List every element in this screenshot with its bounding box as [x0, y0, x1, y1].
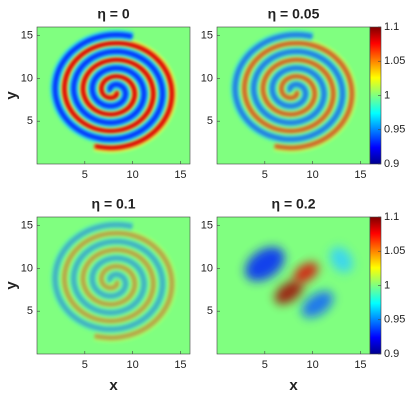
x-tick-label: 15: [354, 359, 366, 371]
x-tick-label: 5: [262, 359, 268, 371]
field-blob: [274, 280, 303, 305]
x-tick-label: 10: [307, 169, 319, 181]
colorbar-tick-label: 0.95: [384, 314, 405, 326]
y-tick-label: 15: [21, 219, 33, 231]
heatmap-field: [217, 217, 370, 354]
y-tick-label: 10: [21, 262, 33, 274]
field-blob: [329, 246, 353, 273]
y-tick-label: 15: [21, 29, 33, 41]
x-tick-label: 10: [127, 169, 139, 181]
heatmap-field: [217, 27, 370, 164]
y-tick-label: 15: [201, 29, 213, 41]
spiral-wave: [241, 40, 355, 151]
colorbar-tick-label: 0.9: [384, 348, 399, 360]
y-tick-label: 5: [27, 305, 33, 317]
x-tick-label: 5: [262, 169, 268, 181]
x-tick-label: 10: [127, 359, 139, 371]
x-tick-label: 5: [82, 169, 88, 181]
y-axis-label: y: [3, 91, 20, 100]
panel-title: η = 0.05: [268, 6, 320, 22]
colorbar-tick-label: 0.95: [384, 124, 405, 136]
x-tick-label: 15: [174, 359, 186, 371]
heatmap-field: [37, 27, 190, 164]
x-tick-label: 15: [174, 169, 186, 181]
heatmap-field: [37, 217, 190, 354]
field-blob: [293, 262, 319, 284]
field-blob: [245, 247, 285, 282]
x-axis-label: x: [109, 377, 118, 394]
colorbar-tick-label: 1.1: [384, 21, 399, 33]
plot-frame: [36, 26, 191, 165]
panel-title: η = 0: [97, 6, 130, 22]
y-tick-label: 15: [201, 219, 213, 231]
x-tick-label: 15: [354, 169, 366, 181]
field-blob: [301, 291, 334, 318]
spiral-wave: [52, 32, 166, 142]
colorbar-tick-label: 1.05: [384, 55, 405, 67]
panel-title: η = 0.2: [272, 196, 316, 212]
y-tick-label: 10: [201, 262, 213, 274]
y-tick-label: 5: [207, 115, 213, 127]
panel-title: η = 0.1: [92, 196, 136, 212]
y-tick-label: 5: [27, 115, 33, 127]
colorbar-tick-label: 1.1: [384, 211, 399, 223]
spiral-wave: [52, 222, 166, 332]
colorbar-tick-label: 0.9: [384, 158, 399, 170]
y-tick-label: 5: [207, 305, 213, 317]
spiral-wave: [232, 32, 346, 142]
y-tick-label: 10: [201, 72, 213, 84]
spiral-wave: [61, 230, 175, 341]
y-tick-label: 10: [21, 72, 33, 84]
x-axis-label: x: [289, 377, 298, 394]
y-axis-label: y: [3, 281, 20, 290]
spiral-wave: [61, 40, 175, 151]
x-tick-label: 10: [307, 359, 319, 371]
colorbar-tick-label: 1.05: [384, 245, 405, 257]
x-tick-label: 5: [82, 359, 88, 371]
colorbar-tick-label: 1: [384, 279, 390, 291]
colorbar-tick-label: 1: [384, 89, 390, 101]
plot-frame: [36, 216, 191, 355]
